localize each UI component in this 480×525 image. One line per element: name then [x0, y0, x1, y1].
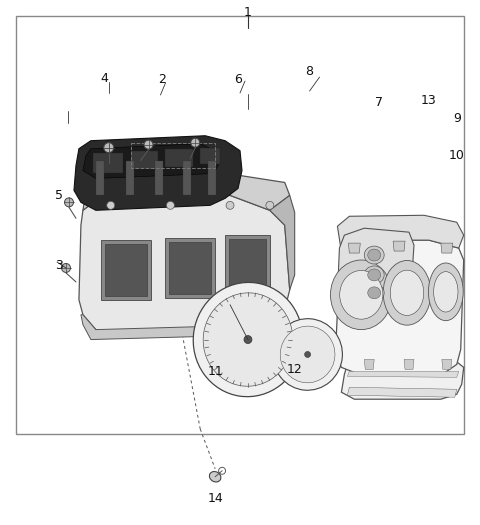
Polygon shape	[169, 242, 211, 294]
Polygon shape	[441, 243, 453, 253]
Ellipse shape	[266, 202, 274, 209]
Ellipse shape	[64, 198, 73, 207]
Ellipse shape	[364, 284, 384, 302]
Polygon shape	[336, 240, 464, 374]
Ellipse shape	[104, 143, 114, 153]
Text: 5: 5	[55, 189, 63, 202]
Ellipse shape	[244, 335, 252, 343]
Ellipse shape	[364, 246, 384, 264]
Polygon shape	[364, 360, 374, 370]
Polygon shape	[83, 144, 218, 179]
Bar	[16, 16, 464, 434]
Polygon shape	[442, 360, 452, 370]
Polygon shape	[74, 136, 242, 211]
Ellipse shape	[429, 263, 463, 321]
Ellipse shape	[368, 269, 381, 281]
Polygon shape	[225, 235, 270, 293]
Polygon shape	[229, 239, 266, 289]
Polygon shape	[348, 371, 459, 377]
Text: 2: 2	[158, 72, 167, 86]
Ellipse shape	[340, 270, 383, 319]
Ellipse shape	[209, 471, 221, 482]
Text: 11: 11	[207, 365, 223, 378]
Polygon shape	[105, 244, 146, 296]
Polygon shape	[101, 240, 151, 300]
Text: 7: 7	[375, 97, 383, 109]
Polygon shape	[270, 195, 295, 290]
Text: 8: 8	[306, 65, 313, 78]
Polygon shape	[83, 175, 290, 211]
Polygon shape	[200, 148, 220, 164]
Polygon shape	[156, 161, 164, 195]
Ellipse shape	[193, 282, 303, 397]
Ellipse shape	[433, 271, 458, 312]
Polygon shape	[93, 153, 123, 173]
Text: 12: 12	[287, 363, 302, 376]
Ellipse shape	[305, 351, 311, 358]
Polygon shape	[348, 243, 360, 253]
Polygon shape	[79, 195, 290, 334]
Polygon shape	[81, 310, 285, 340]
Ellipse shape	[144, 140, 153, 149]
Polygon shape	[183, 161, 192, 195]
Ellipse shape	[390, 270, 424, 316]
Polygon shape	[96, 161, 104, 195]
Polygon shape	[393, 241, 405, 251]
Ellipse shape	[203, 293, 293, 386]
Text: 3: 3	[55, 259, 63, 272]
Polygon shape	[131, 151, 158, 169]
Polygon shape	[166, 149, 193, 166]
Ellipse shape	[191, 138, 200, 147]
Ellipse shape	[61, 264, 71, 272]
Ellipse shape	[330, 260, 392, 330]
Ellipse shape	[364, 266, 384, 284]
Text: 4: 4	[101, 71, 109, 85]
Text: 14: 14	[207, 492, 223, 505]
Text: 13: 13	[421, 94, 437, 108]
Ellipse shape	[167, 202, 174, 209]
Ellipse shape	[280, 326, 335, 383]
Ellipse shape	[107, 202, 115, 209]
Text: 1: 1	[244, 6, 252, 19]
Ellipse shape	[368, 287, 381, 299]
Text: 10: 10	[449, 149, 465, 162]
Polygon shape	[166, 238, 215, 298]
Ellipse shape	[383, 260, 431, 325]
Polygon shape	[404, 360, 414, 370]
Polygon shape	[341, 358, 464, 399]
Bar	[131, 143, 215, 167]
Text: 9: 9	[453, 112, 461, 125]
Polygon shape	[337, 228, 414, 308]
Ellipse shape	[273, 319, 342, 390]
Polygon shape	[126, 161, 133, 195]
Polygon shape	[337, 215, 464, 252]
Polygon shape	[348, 387, 457, 397]
Ellipse shape	[368, 249, 381, 261]
Text: 6: 6	[234, 72, 242, 86]
Ellipse shape	[226, 202, 234, 209]
Polygon shape	[208, 161, 216, 195]
